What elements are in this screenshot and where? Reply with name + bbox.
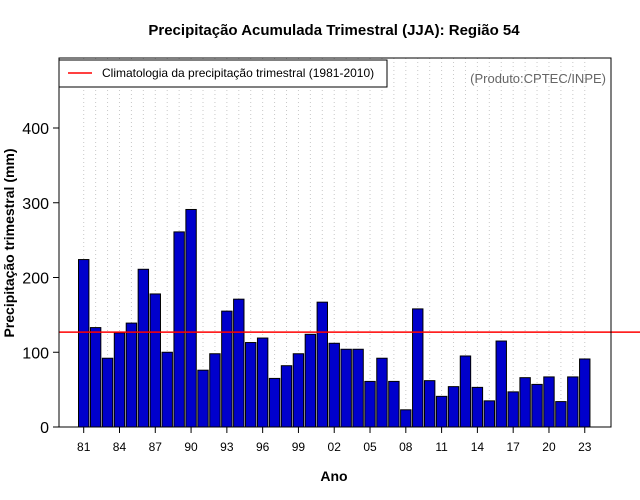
bar-1994 [233, 298, 245, 428]
bar-2002 [328, 342, 340, 428]
x-axis-label: Ano [320, 468, 347, 484]
bar-2001 [316, 301, 329, 428]
x-axis: 81 84 87 90 93 96 99 02 05 08 11 14 17 20 23 [77, 427, 592, 454]
x-tick-label: 02 [328, 440, 342, 454]
bar-2018 [519, 377, 531, 428]
bar-2003 [340, 348, 352, 428]
bar-1993 [221, 310, 233, 428]
bar-2016 [495, 340, 507, 428]
bar-2004 [352, 348, 364, 428]
credit-text: (Produto:CPTEC/INPE) [470, 71, 606, 86]
x-tick-label: 17 [507, 440, 521, 454]
bar-1990 [185, 208, 197, 428]
bar-2008 [400, 409, 412, 428]
bar-2012 [447, 386, 460, 428]
x-tick-label: 05 [363, 440, 377, 454]
x-tick-label: 14 [471, 440, 485, 454]
bar-1988 [161, 351, 173, 428]
bar-2009 [412, 308, 424, 428]
y-axis-label: Precipitação trimestral (mm) [1, 148, 17, 337]
x-tick-label: 11 [435, 440, 448, 454]
bar-1982 [89, 327, 102, 428]
x-tick-label: 90 [184, 440, 198, 454]
y-tick-label: 100 [22, 345, 49, 362]
bar-2014 [471, 386, 484, 428]
bar-2017 [507, 391, 519, 428]
bar-2013 [459, 355, 472, 428]
x-tick-label: 93 [220, 440, 234, 454]
chart-title: Precipitação Acumulada Trimestral (JJA):… [148, 22, 520, 39]
x-tick-label: 84 [113, 440, 127, 454]
bar-2000 [304, 333, 317, 428]
legend-label: Climatologia da precipitação trimestral … [102, 66, 374, 80]
bar-1987 [149, 293, 161, 428]
x-tick-label: 81 [77, 440, 91, 454]
bar-2021 [555, 401, 567, 428]
bar-1991 [197, 369, 209, 428]
legend-box [58, 59, 388, 88]
x-tick-label: 99 [292, 440, 306, 454]
bar-1981 [78, 259, 90, 428]
legend: Climatologia da precipitação trimestral … [58, 59, 388, 88]
bar-2019 [531, 383, 543, 428]
x-tick-label: 96 [256, 440, 270, 454]
y-tick-label: 300 [22, 196, 49, 213]
bar-1998 [280, 365, 293, 428]
bar-2015 [483, 400, 496, 428]
bar-1985 [125, 322, 138, 428]
x-tick-label: 08 [399, 440, 413, 454]
vertical-grid [83, 58, 586, 427]
bar-1999 [292, 353, 305, 428]
x-tick-label: 87 [149, 440, 163, 454]
bar-2023 [579, 358, 591, 428]
bar-1996 [256, 337, 269, 428]
y-axis: 0 100 200 300 400 [22, 121, 59, 437]
bar-2022 [567, 376, 579, 428]
bar-1984 [113, 332, 126, 428]
y-tick-label: 0 [40, 420, 49, 437]
bar-1997 [268, 377, 281, 428]
bar-2007 [388, 380, 400, 428]
bar-1983 [101, 357, 114, 428]
bar-1995 [245, 342, 257, 428]
x-tick-label: 20 [542, 440, 556, 454]
bar-2006 [376, 357, 388, 428]
plot-frame [58, 57, 612, 428]
bar-2005 [364, 380, 376, 428]
bar-1989 [173, 231, 185, 428]
bar-2020 [543, 376, 555, 428]
bar-2010 [423, 380, 436, 428]
x-tick-label: 23 [578, 440, 592, 454]
bars [78, 208, 591, 428]
bar-2011 [435, 395, 448, 428]
y-tick-label: 200 [22, 271, 49, 288]
bar-1986 [137, 268, 150, 428]
y-tick-label: 400 [22, 121, 49, 138]
bar-1992 [209, 353, 221, 428]
